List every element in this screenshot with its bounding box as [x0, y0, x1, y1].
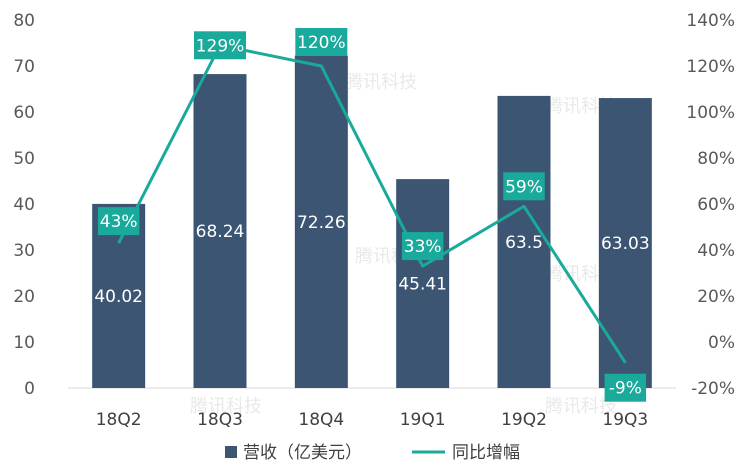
- bar-value-label: 68.24: [196, 222, 245, 242]
- bar-value-label: 63.03: [601, 234, 650, 254]
- bar-value-label: 45.41: [398, 275, 447, 295]
- legend: 营收（亿美元） 同比增幅: [225, 443, 520, 463]
- y-right-tick-label: 120%: [686, 57, 735, 77]
- line-series: [117, 43, 627, 364]
- y-right-tick-label: 100%: [686, 103, 735, 123]
- y-left-tick-label: 30: [13, 241, 35, 261]
- x-tick-label: 19Q3: [602, 410, 648, 430]
- line-label-box: [503, 172, 545, 201]
- line-value-label: 120%: [297, 33, 346, 53]
- y-left-tick-label: 40: [13, 195, 35, 215]
- line-value-label: 129%: [196, 36, 245, 56]
- bar: [598, 98, 652, 388]
- line-data-labels: 43% 129% 120% 33% 59% -9%: [97, 28, 647, 402]
- y-right-tick-label: 0%: [708, 333, 735, 353]
- bar: [396, 179, 450, 388]
- bar-value-label: 72.26: [297, 213, 346, 233]
- line-value-label: 33%: [404, 237, 442, 257]
- watermark-text: 腾讯科技: [190, 396, 262, 417]
- line-label-box: [97, 207, 140, 236]
- line-label-box: [194, 31, 246, 60]
- x-tick-label: 19Q2: [501, 410, 547, 430]
- line-value-label: -9%: [609, 379, 642, 399]
- y-left-tick-label: 50: [13, 149, 35, 169]
- y-axis-left: 0 10 20 30 40 50 60 70 80: [13, 11, 35, 399]
- line-value-label: 43%: [100, 212, 138, 232]
- y-left-tick-label: 10: [13, 333, 35, 353]
- y-left-tick-label: 80: [13, 11, 35, 31]
- line-label-box: [295, 28, 348, 56]
- x-tick-label: 18Q3: [197, 410, 243, 430]
- y-right-tick-label: -20%: [691, 379, 735, 399]
- y-left-tick-label: 20: [13, 287, 35, 307]
- y-right-tick-label: 140%: [686, 11, 735, 31]
- bar: [294, 55, 348, 388]
- watermark-text: 腾讯科技: [345, 72, 417, 93]
- bar: [193, 74, 247, 388]
- legend-line-label: 同比增幅: [452, 443, 520, 463]
- watermark-text: 腾讯科技: [545, 396, 617, 417]
- bar: [497, 95, 551, 389]
- y-left-tick-label: 0: [24, 379, 35, 399]
- bar-data-labels: 40.02 68.24 72.26 45.41 63.5 63.03: [94, 213, 649, 307]
- y-left-tick-label: 70: [13, 57, 35, 77]
- y-right-tick-label: 60%: [697, 195, 735, 215]
- growth-line: [117, 43, 627, 364]
- x-axis: 18Q2 18Q3 18Q4 19Q1 19Q2 19Q3: [96, 410, 649, 430]
- legend-bar-swatch: [225, 446, 237, 458]
- x-tick-label: 18Q4: [298, 410, 344, 430]
- legend-bar-label: 营收（亿美元）: [243, 443, 362, 463]
- y-axis-right: -20% 0% 20% 40% 60% 80% 100% 120% 140%: [686, 11, 735, 399]
- y-right-tick-label: 80%: [697, 149, 735, 169]
- bar-value-label: 63.5: [505, 233, 543, 253]
- line-value-label: 59%: [505, 177, 543, 197]
- x-tick-label: 19Q1: [400, 410, 446, 430]
- y-left-tick-label: 60: [13, 103, 35, 123]
- bar-value-label: 40.02: [94, 287, 143, 307]
- y-right-tick-label: 40%: [697, 241, 735, 261]
- line-label-box: [604, 373, 647, 402]
- y-right-tick-label: 20%: [697, 287, 735, 307]
- x-tick-label: 18Q2: [96, 410, 142, 430]
- line-label-box: [401, 232, 444, 261]
